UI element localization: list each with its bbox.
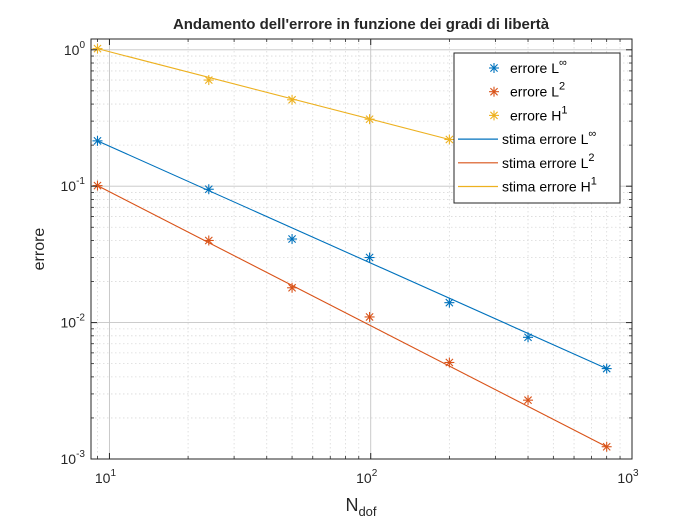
data-point-d95319 [203,235,214,246]
y-tick-label-base: 10 [61,178,77,194]
data-point-0072bd [601,363,612,374]
x-tick-label: 103 [617,468,639,486]
legend-entry-label: stima errore L2 [502,152,594,171]
legend-box [453,52,621,204]
legend-entry-base: stima errore L [502,131,589,147]
y-tick-label: 10-2 [61,313,86,331]
legend-marker [489,86,499,97]
legend-entry-superscript: 2 [559,81,565,93]
legend-marker [489,110,499,121]
x-tick-label: 101 [95,468,117,486]
data-point-edb120 [92,43,103,54]
legend-marker [489,63,499,73]
data-point-edb120 [287,94,298,105]
y-tick-label-exponent: 0 [79,40,85,51]
legend-entry-superscript: ∞ [559,57,567,69]
y-tick-label-exponent: -2 [76,313,85,324]
data-point-d95319 [92,180,103,191]
x-axis-label: Ndof [345,495,376,519]
data-point-0072bd [444,297,455,308]
data-point-0072bd [364,252,375,263]
legend-entry-label: errore L2 [510,81,565,100]
data-point-d95319 [601,441,612,452]
axis-ticks [91,39,633,460]
x-tick-label-exponent: 1 [110,468,116,479]
x-axis-label-subscript: dof [358,504,376,519]
data-point-0072bd [523,332,534,343]
legend-entry-label: stima errore H1 [502,176,597,195]
legend-entry-base: stima errore L [502,155,589,171]
y-tick-label-exponent: -3 [76,449,85,460]
legend-entry-label: errore H1 [510,104,567,123]
series-line-edb120 [97,48,450,141]
y-tick-label: 100 [64,40,86,58]
legend-entry-superscript: 2 [588,152,594,164]
series-layer [92,43,612,452]
x-tick-label-base: 10 [356,470,372,486]
x-tick-label-exponent: 3 [633,468,639,479]
plot-frame [90,38,633,460]
legend-entry-superscript: 1 [591,176,597,188]
legend-entry-base: errore L [510,60,559,76]
data-point-0072bd [287,234,298,245]
y-tick-label: 10-1 [61,176,86,194]
y-tick-label-exponent: -1 [76,176,85,187]
data-point-d95319 [364,311,375,322]
y-tick-label-base: 10 [61,451,77,467]
series-line-d95319 [97,185,607,448]
data-point-d95319 [444,357,455,368]
legend-entry-base: errore L [510,84,559,100]
x-tick-label: 102 [356,468,378,486]
y-axis-label: errore [31,228,48,271]
x-tick-label-base: 10 [95,470,111,486]
x-tick-label-exponent: 2 [372,468,378,479]
legend-entry-label: errore L∞ [510,57,567,76]
y-tick-label-base: 10 [61,315,77,331]
data-point-edb120 [364,114,375,125]
x-axis-label-main: N [345,495,358,515]
data-point-edb120 [444,134,455,145]
legend-entry-superscript: 1 [561,104,567,116]
legend-entry-label: stima errore L∞ [502,128,596,147]
legend-entry-base: errore H [510,107,561,123]
chart-title: Andamento dell'errore in funzione dei gr… [173,16,550,33]
y-tick-label: 10-3 [61,449,86,467]
data-point-edb120 [203,75,214,86]
legend-entry-base: stima errore H [502,179,591,195]
data-point-d95319 [523,395,534,406]
data-point-0072bd [203,184,214,195]
data-point-0072bd [92,135,103,146]
series-line-0072bd [97,140,607,370]
x-tick-label-base: 10 [617,470,633,486]
legend-entry-superscript: ∞ [588,128,596,140]
data-point-d95319 [287,282,298,293]
y-tick-label-base: 10 [64,42,80,58]
